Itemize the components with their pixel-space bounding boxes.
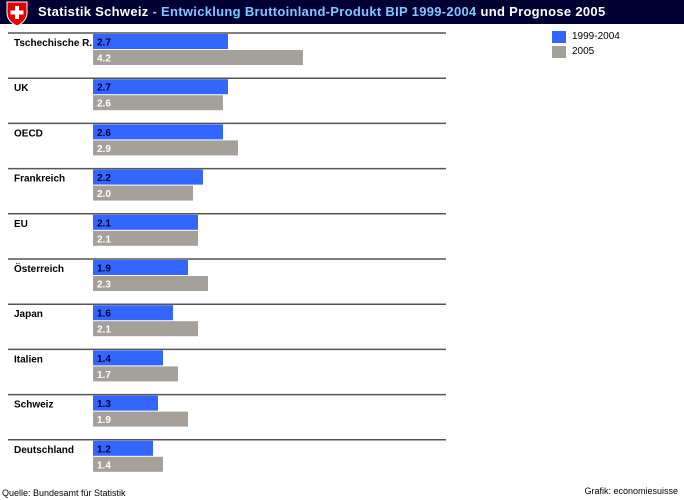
category-label: Italien: [14, 354, 43, 365]
data-label: 2.6: [97, 99, 111, 110]
category-label: Deutschland: [14, 445, 74, 456]
bar-2005: [93, 230, 198, 246]
bar-2005: [93, 95, 223, 111]
bar-2005: [93, 50, 303, 65]
bar-1999-2004: [93, 350, 163, 366]
data-label: 2.1: [97, 218, 111, 229]
legend-swatch-2005: [552, 46, 566, 58]
category-label: UK: [14, 83, 29, 94]
bar-2005: [93, 276, 208, 291]
bar-2005: [93, 411, 188, 427]
data-label: 2.2: [97, 173, 111, 184]
data-label: 2.6: [97, 128, 111, 139]
data-label: 1.7: [97, 370, 111, 381]
data-label: 2.1: [97, 234, 111, 245]
data-label: 1.3: [97, 399, 111, 410]
bar-1999-2004: [93, 305, 173, 321]
legend-label-1999-2004: 1999-2004: [572, 31, 620, 42]
data-label: 1.4: [97, 354, 111, 365]
legend-swatch-1999-2004: [552, 31, 566, 43]
bar-1999-2004: [93, 34, 228, 49]
source-note: Quelle: Bundesamt für Statistik: [2, 488, 126, 498]
data-label: 1.9: [97, 415, 111, 426]
bar-1999-2004: [93, 79, 228, 95]
category-label: Frankreich: [14, 174, 65, 185]
bar-2005: [93, 366, 178, 382]
bar-1999-2004: [93, 124, 223, 140]
bar-chart: Tschechische R. 2.7 4.2 UK 2.7 2.6 OECD 2.6 2.9 F…: [8, 32, 446, 472]
legend-label-2005: 2005: [572, 46, 595, 57]
category-label: Schweiz: [14, 400, 53, 411]
category-label: OECD: [14, 128, 43, 139]
bar-2005: [93, 140, 238, 156]
title-part3: und Prognose 2005: [476, 4, 606, 19]
page-title: Statistik Schweiz - Entwicklung Bruttoin…: [38, 2, 606, 22]
data-label: 1.6: [97, 309, 111, 320]
bar-1999-2004: [93, 440, 153, 456]
category-label: EU: [14, 219, 28, 230]
swiss-crest-icon: [6, 1, 28, 27]
data-label: 2.7: [97, 38, 111, 49]
data-label: 2.7: [97, 83, 111, 94]
title-part2: Entwicklung Bruttoinland-Produkt BIP 199…: [161, 4, 477, 19]
data-label: 4.2: [97, 54, 111, 65]
category-label: Österreich: [14, 262, 64, 275]
title-separator: -: [148, 4, 162, 19]
data-label: 1.2: [97, 444, 111, 455]
bar-1999-2004: [93, 169, 203, 185]
category-label: Japan: [14, 309, 43, 320]
bar-2005: [93, 185, 193, 201]
category-label: Tschechische R.: [14, 38, 92, 49]
bar-2005: [93, 456, 163, 472]
bar-1999-2004: [93, 395, 158, 411]
data-label: 1.9: [97, 264, 111, 275]
title-part1: Statistik Schweiz: [38, 4, 149, 19]
data-label: 2.1: [97, 325, 111, 336]
data-label: 2.3: [97, 280, 111, 291]
credit-note: Grafik: economiesuisse: [584, 486, 678, 496]
data-label: 1.4: [97, 460, 111, 471]
data-label: 2.0: [97, 189, 111, 200]
data-label: 2.9: [97, 144, 111, 155]
bar-2005: [93, 321, 198, 337]
bar-1999-2004: [93, 214, 198, 230]
bar-1999-2004: [93, 260, 188, 275]
header-bar: Statistik Schweiz - Entwicklung Bruttoin…: [0, 0, 684, 27]
